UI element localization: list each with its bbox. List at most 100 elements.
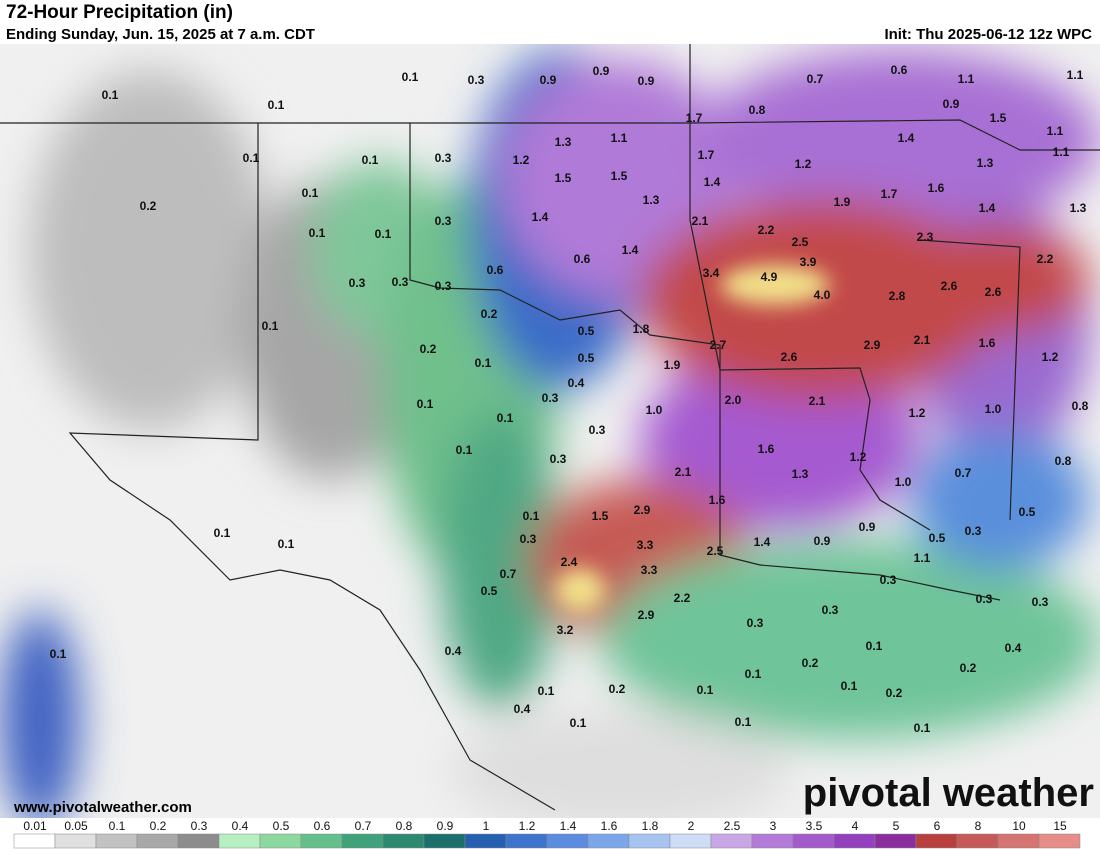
precip-label: 0.2 xyxy=(481,307,498,321)
precip-label: 1.7 xyxy=(698,148,715,162)
legend-tick-label: 1.6 xyxy=(601,819,618,833)
legend-tick-label: 3.5 xyxy=(806,819,823,833)
legend-tick-label: 4 xyxy=(852,819,859,833)
precip-label: 1.1 xyxy=(1047,124,1064,138)
precip-label: 0.5 xyxy=(578,351,595,365)
init-time: Init: Thu 2025-06-12 12z WPC xyxy=(884,26,1092,43)
legend-tick-label: 0.3 xyxy=(191,819,208,833)
legend-tick-label: 1.4 xyxy=(560,819,577,833)
precip-label: 1.2 xyxy=(795,157,812,171)
precip-label: 0.2 xyxy=(609,682,626,696)
precip-label: 1.5 xyxy=(990,111,1007,125)
legend-swatch xyxy=(341,833,384,849)
legend-tick-label: 8 xyxy=(975,819,982,833)
precip-label: 0.3 xyxy=(976,592,993,606)
precip-label: 1.8 xyxy=(633,322,650,336)
precip-label: 0.3 xyxy=(392,275,409,289)
precip-label: 0.2 xyxy=(420,342,437,356)
precip-label: 0.3 xyxy=(822,603,839,617)
precip-label: 1.6 xyxy=(928,181,945,195)
precip-label: 2.6 xyxy=(985,285,1002,299)
precip-label: 0.1 xyxy=(475,356,492,370)
legend-swatch xyxy=(710,833,753,849)
precip-label: 0.3 xyxy=(1032,595,1049,609)
legend-tick-label: 15 xyxy=(1053,819,1067,833)
precip-label: 1.0 xyxy=(895,475,912,489)
legend-swatch xyxy=(464,833,507,849)
precip-label: 0.1 xyxy=(417,397,434,411)
url: www.pivotalweather.com xyxy=(13,799,192,816)
precip-label: 0.1 xyxy=(102,88,119,102)
precip-label: 0.1 xyxy=(866,639,883,653)
legend-swatch xyxy=(915,833,958,849)
precip-label: 0.1 xyxy=(262,319,279,333)
legend-swatch xyxy=(997,833,1040,849)
precip-label: 1.3 xyxy=(1070,201,1087,215)
legend-swatch xyxy=(587,833,630,849)
precip-label: 4.9 xyxy=(761,270,778,284)
precip-label: 0.8 xyxy=(749,103,766,117)
precip-label: 1.3 xyxy=(792,467,809,481)
precip-label: 0.9 xyxy=(540,73,557,87)
precip-label: 0.9 xyxy=(814,534,831,548)
precip-label: 0.3 xyxy=(880,573,897,587)
precip-label: 2.1 xyxy=(675,465,692,479)
precip-label: 0.3 xyxy=(747,616,764,630)
precip-label: 2.9 xyxy=(864,338,881,352)
precip-label: 0.1 xyxy=(841,679,858,693)
precip-label: 0.3 xyxy=(435,214,452,228)
legend-tick-label: 0.1 xyxy=(109,819,126,833)
precip-label: 0.1 xyxy=(309,226,326,240)
precip-label: 0.3 xyxy=(589,423,606,437)
precip-label: 0.7 xyxy=(807,72,824,86)
precip-label: 1.4 xyxy=(754,535,771,549)
precip-label: 2.0 xyxy=(725,393,742,407)
legend-swatch xyxy=(300,833,343,849)
legend-tick-label: 0.2 xyxy=(150,819,167,833)
legend-tick-label: 5 xyxy=(893,819,900,833)
legend-tick-label: 3 xyxy=(770,819,777,833)
precip-label: 1.9 xyxy=(664,358,681,372)
precip-label: 1.4 xyxy=(704,175,721,189)
precip-label: 0.1 xyxy=(362,153,379,167)
precip-label: 1.2 xyxy=(850,450,867,464)
subtitle: Ending Sunday, Jun. 15, 2025 at 7 a.m. C… xyxy=(6,26,315,43)
precip-label: 1.2 xyxy=(513,153,530,167)
legend-swatch xyxy=(546,833,589,849)
precip-label: 0.5 xyxy=(929,531,946,545)
precip-label: 0.1 xyxy=(914,721,931,735)
precip-label: 0.6 xyxy=(487,263,504,277)
precip-label: 0.1 xyxy=(214,526,231,540)
precip-label: 0.4 xyxy=(514,702,531,716)
precip-label: 1.4 xyxy=(622,243,639,257)
legend-swatch xyxy=(177,833,220,849)
precip-label: 1.6 xyxy=(758,442,775,456)
legend-tick-label: 0.6 xyxy=(314,819,331,833)
precip-label: 1.5 xyxy=(555,171,572,185)
precip-label: 2.4 xyxy=(561,555,578,569)
precip-label: 0.2 xyxy=(140,199,157,213)
precip-label: 0.5 xyxy=(578,324,595,338)
precip-label: 0.1 xyxy=(497,411,514,425)
precip-label: 2.3 xyxy=(917,230,934,244)
precip-label: 0.2 xyxy=(960,661,977,675)
precip-label: 0.5 xyxy=(1019,505,1036,519)
precip-label: 0.7 xyxy=(955,466,972,480)
precip-label: 2.6 xyxy=(781,350,798,364)
precip-label: 0.1 xyxy=(735,715,752,729)
legend-swatch xyxy=(136,833,179,849)
precip-label: 3.2 xyxy=(557,623,574,637)
precip-label: 1.9 xyxy=(834,195,851,209)
precip-label: 1.3 xyxy=(643,193,660,207)
legend-swatch xyxy=(505,833,548,849)
precip-label: 0.3 xyxy=(435,279,452,293)
legend-swatch xyxy=(874,833,917,849)
precip-label: 0.9 xyxy=(638,74,655,88)
legend-tick-label: 0.9 xyxy=(437,819,454,833)
legend: 0.01 0.05 0.1 0.2 0.3 0.4 0.5 0.6 0.7 0.8 0.9 1 1.2 1… xyxy=(13,819,1081,849)
precip-label: 2.2 xyxy=(758,223,775,237)
legend-swatch xyxy=(833,833,876,849)
precip-label: 3.9 xyxy=(800,255,817,269)
precip-label: 1.6 xyxy=(709,493,726,507)
legend-swatch xyxy=(628,833,671,849)
